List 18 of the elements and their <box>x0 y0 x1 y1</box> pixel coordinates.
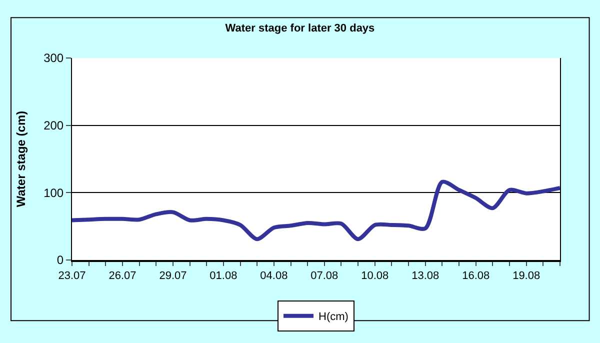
x-tick-label: 13.08 <box>412 270 440 282</box>
x-tick-label: 10.08 <box>361 270 389 282</box>
y-tick-label: 200 <box>44 118 64 133</box>
line-series <box>72 180 560 242</box>
x-tick-label: 29.07 <box>159 270 187 282</box>
x-tick-label: 16.08 <box>462 270 490 282</box>
x-tick-label: 19.08 <box>512 270 540 282</box>
x-tick-label: 23.07 <box>58 270 86 282</box>
x-tick-label: 26.07 <box>108 270 136 282</box>
y-axis-title: Water stage (cm) <box>14 110 28 208</box>
y-tick-label: 300 <box>44 51 64 66</box>
y-tick-label: 0 <box>56 253 64 268</box>
x-tick-label: 07.08 <box>310 270 338 282</box>
y-tick-label: 100 <box>44 186 64 200</box>
chart-title: Water stage for later 30 days <box>225 22 375 35</box>
legend-label: H(cm) <box>318 311 348 324</box>
x-tick-label: 04.08 <box>260 270 288 282</box>
x-tick-label: 01.08 <box>210 270 238 282</box>
